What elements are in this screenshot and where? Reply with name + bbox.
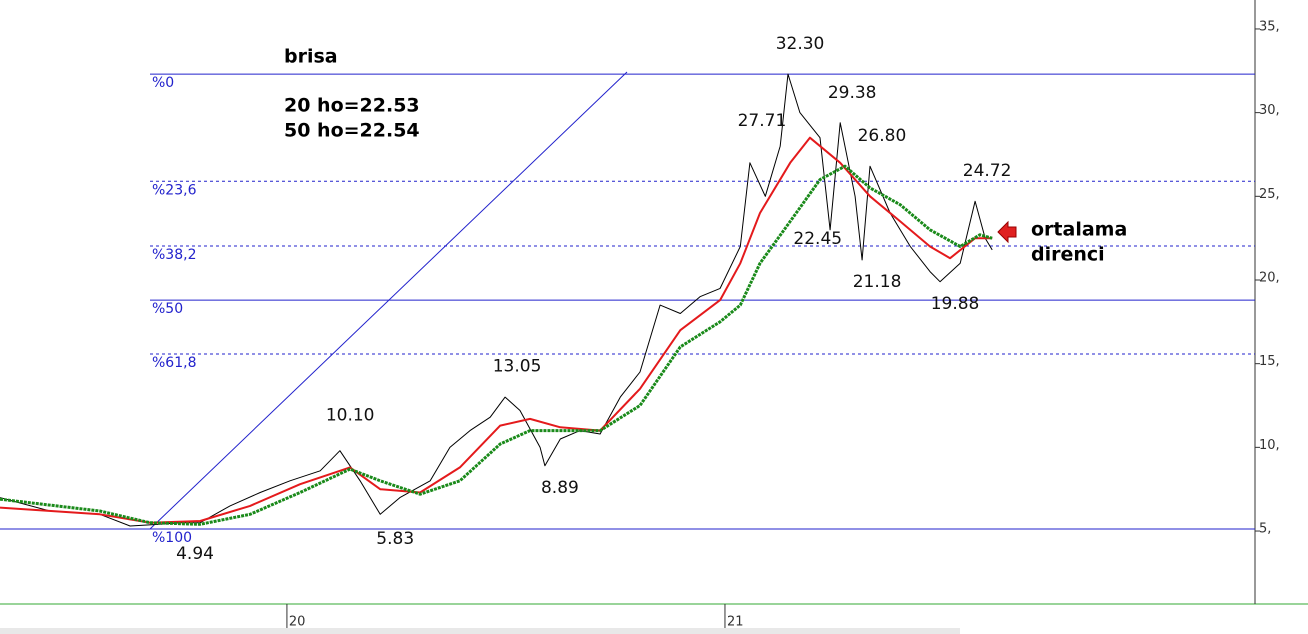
- y-tick-label: 30,: [1259, 103, 1280, 118]
- x-tick-label: 21: [727, 615, 744, 630]
- price-annotation: 29.38: [828, 83, 877, 103]
- price-annotation: 4.94: [176, 544, 214, 564]
- y-tick-label: 20,: [1259, 270, 1280, 285]
- price-annotation: 21.18: [853, 272, 902, 292]
- callout-arrow: [997, 220, 1017, 244]
- y-tick-label: 10,: [1259, 438, 1280, 453]
- y-tick-label: 25,: [1259, 187, 1280, 202]
- y-tick-label: 5,: [1259, 522, 1271, 537]
- price-annotation: 27.71: [738, 111, 787, 131]
- price-annotation: 24.72: [963, 161, 1012, 181]
- fib-label: %23,6: [152, 182, 197, 198]
- moving-average-line: [0, 136, 993, 524]
- price-annotation: 22.45: [793, 229, 842, 249]
- price-annotation: 32.30: [776, 34, 825, 54]
- fib-label: %38,2: [152, 247, 196, 263]
- price-line: [0, 73, 993, 527]
- note: 50 ho=22.54: [284, 120, 420, 142]
- fib-label: %50: [152, 301, 183, 317]
- y-tick-label: 35,: [1259, 19, 1280, 34]
- y-tick-label: 15,: [1259, 354, 1280, 369]
- chart-title: brisa: [284, 46, 338, 68]
- scroll-strip: [0, 628, 960, 634]
- price-annotation: 26.80: [858, 126, 907, 146]
- price-annotation: 13.05: [493, 356, 542, 376]
- callout-text: direnci: [1031, 244, 1105, 266]
- moving-average-line: [0, 164, 993, 526]
- price-annotation: 10.10: [326, 406, 375, 426]
- fib-label: %0: [152, 75, 174, 91]
- callout-text: ortalama: [1031, 219, 1127, 241]
- fib-label: %61,8: [152, 355, 196, 371]
- price-annotation: 5.83: [376, 529, 414, 549]
- fib-label: %100: [152, 530, 192, 546]
- price-annotation: 19.88: [931, 294, 980, 314]
- note: 20 ho=22.53: [284, 95, 420, 117]
- x-tick-label: 20: [289, 615, 306, 630]
- price-annotation: 8.89: [541, 478, 579, 498]
